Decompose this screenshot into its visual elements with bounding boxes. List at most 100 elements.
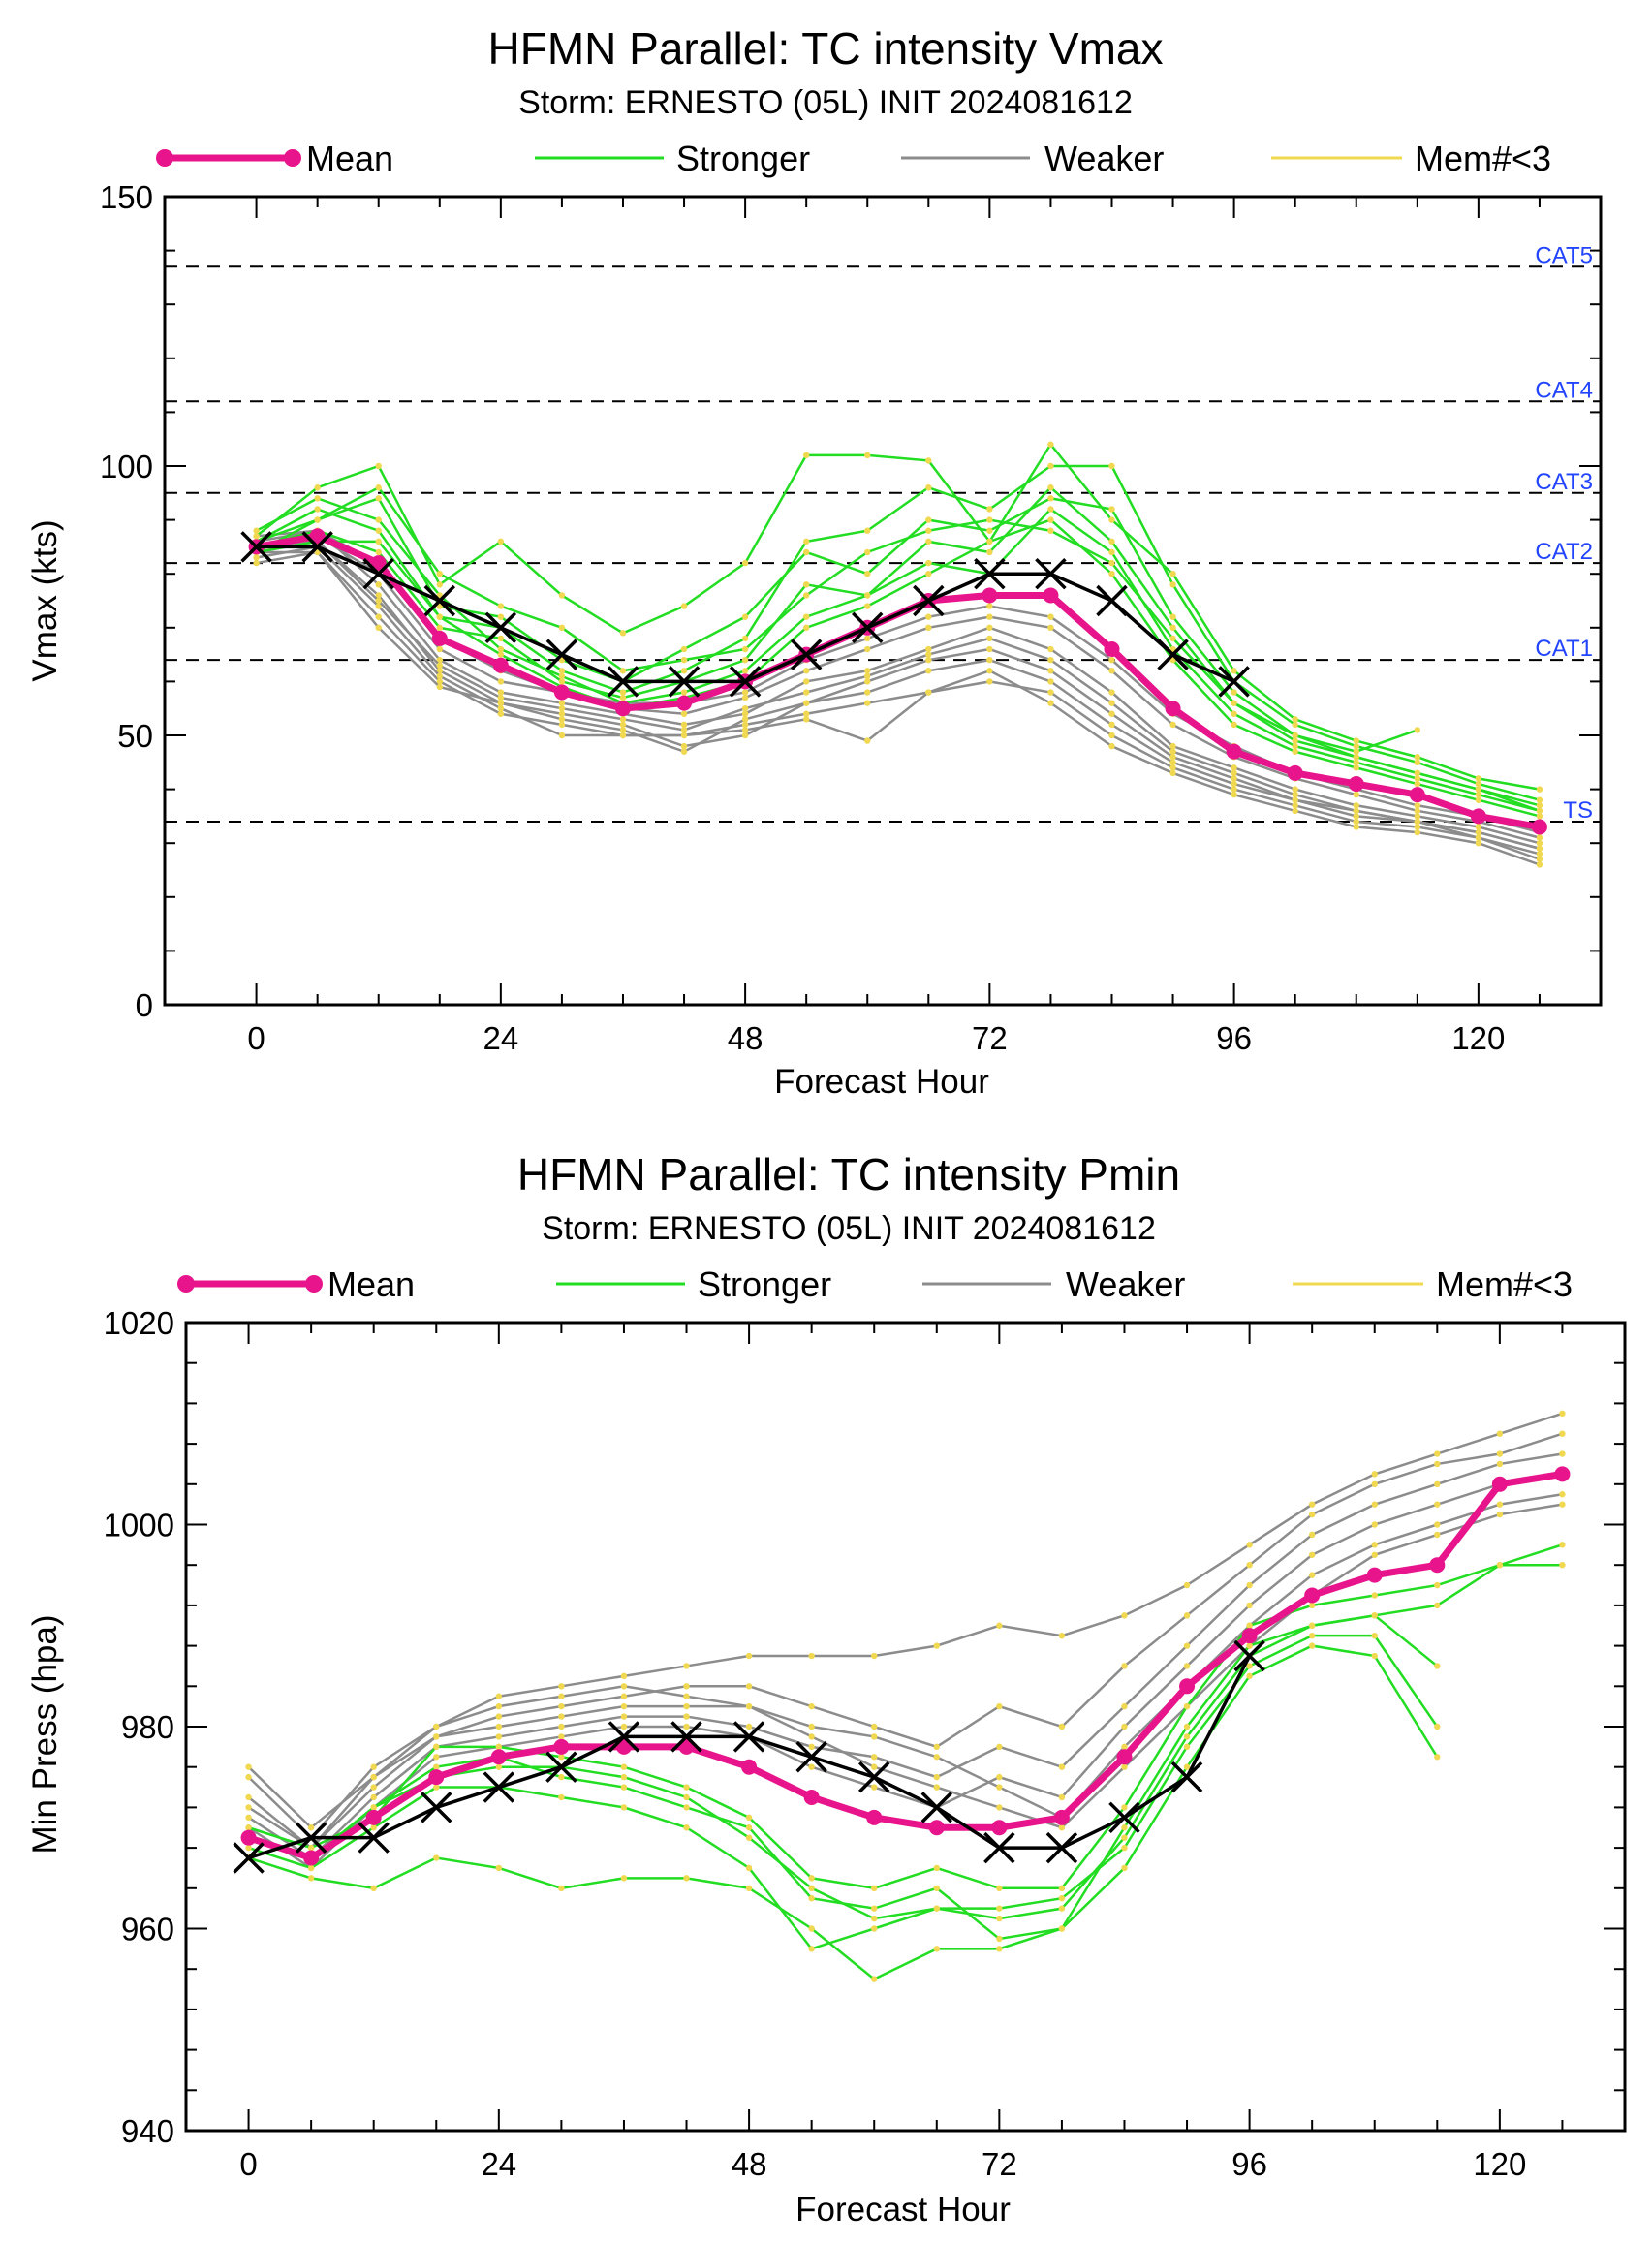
stronger-member-line-point <box>808 1895 815 1902</box>
mean-point <box>1043 587 1059 604</box>
stronger-member-line-point <box>1058 1905 1066 1912</box>
mean-point <box>1104 641 1120 658</box>
stronger-member-line-point <box>1108 506 1115 513</box>
category-label: CAT1 <box>1535 636 1593 662</box>
weaker-member-line-point <box>497 705 505 712</box>
mean-point <box>553 1738 570 1755</box>
stronger-member-line-point <box>558 668 566 674</box>
weaker-member-line-point <box>558 716 566 723</box>
mean-point <box>1554 1466 1571 1482</box>
stronger-member-line-point <box>1121 1864 1128 1872</box>
stronger-member-line-point <box>1121 1824 1128 1831</box>
weaker-member-line-point <box>986 645 993 653</box>
chart-subtitle: Storm: ERNESTO (05L) INIT 2024081612 <box>518 84 1133 121</box>
stronger-member-line-point <box>1536 807 1543 815</box>
stronger-member-line-point <box>558 672 566 680</box>
legend-mem-label: Mem#<3 <box>1436 1264 1573 1304</box>
weaker-member-line-point <box>802 678 810 685</box>
weaker-member-line <box>256 529 1541 845</box>
stronger-member-line-point <box>1353 764 1359 771</box>
weaker-member-line-point <box>986 613 993 620</box>
stronger-member-line-point <box>1231 668 1237 674</box>
weaker-member-line <box>256 540 1541 850</box>
stronger-member-line-point <box>1231 700 1237 706</box>
weaker-member-line-point <box>925 613 932 620</box>
stronger-member-line-point <box>1231 721 1237 729</box>
stronger-member-line-point <box>1434 1602 1441 1609</box>
stronger-member-line-point <box>1047 506 1054 513</box>
weaker-member-line-point <box>802 668 810 674</box>
weaker-member-line-point <box>558 1693 565 1699</box>
official-forecast-marker <box>1233 1639 1265 1672</box>
stronger-member-line-point <box>925 516 932 523</box>
weaker-member-line-point <box>375 603 382 609</box>
weaker-member-line-point <box>370 1763 377 1770</box>
weaker-member-line-point <box>1353 818 1359 826</box>
weaker-member-line-point <box>1559 1491 1566 1498</box>
stronger-member-line-point <box>1246 1663 1253 1669</box>
stronger-member-line-point <box>370 1824 377 1831</box>
weaker-member-line-point <box>864 700 871 706</box>
official-forecast-marker <box>607 666 639 698</box>
stronger-member-line-point <box>1292 732 1298 739</box>
mean-point <box>741 1759 758 1775</box>
weaker-member-line-point <box>375 613 382 620</box>
stronger-member-line-point <box>1496 1562 1504 1569</box>
weaker-member-line-point <box>1058 1763 1066 1770</box>
weaker-member-line-point <box>1434 1480 1441 1488</box>
vmax-chart: HFMN Parallel: TC intensity Vmax Storm: … <box>26 23 1603 1101</box>
weaker-member-line-point <box>1169 721 1176 729</box>
weaker-member-line-point <box>1559 1430 1566 1437</box>
stronger-member-line-point <box>497 651 505 658</box>
weaker-member-line-point <box>433 1723 440 1730</box>
stronger-member-line-point <box>864 592 871 599</box>
stronger-member-line-point <box>1371 1652 1378 1660</box>
stronger-member-line-point <box>1108 559 1115 567</box>
weaker-member-line-point <box>245 1773 252 1781</box>
weaker-member-line-point <box>864 668 871 674</box>
weaker-member-line-point <box>1414 828 1421 836</box>
weaker-member-line-point <box>620 1683 628 1690</box>
official-forecast-marker <box>1096 584 1128 617</box>
weaker-member-line <box>256 550 1541 856</box>
stronger-member-line-point <box>1353 742 1359 750</box>
stronger-member-line-point <box>1536 802 1543 809</box>
weaker-member-line-point <box>1058 1824 1066 1831</box>
weaker-member-line-point <box>1246 1562 1253 1569</box>
weaker-member-line-point <box>1108 668 1115 674</box>
stronger-member-line-point <box>802 592 810 599</box>
weaker-member-line-point <box>802 689 810 696</box>
weaker-member-line-point <box>741 694 749 701</box>
stronger-member-line-point <box>1371 1612 1378 1619</box>
official-forecast-marker <box>358 1822 390 1854</box>
stronger-member-line-point <box>1414 775 1421 782</box>
weaker-member-line-point <box>1047 700 1054 706</box>
stronger-member-line-point <box>1292 748 1298 755</box>
mean-point <box>240 1829 257 1846</box>
weaker-member-line-point <box>1536 834 1543 841</box>
weaker-member-line-point <box>745 1702 753 1710</box>
weaker-member-line-point <box>1434 1460 1441 1468</box>
stronger-member-line-point <box>745 1814 753 1822</box>
legend-weaker-label: Weaker <box>1044 139 1164 178</box>
weaker-member-line-point <box>619 727 627 733</box>
mean-point <box>1165 701 1181 717</box>
weaker-member-line-point <box>436 668 443 674</box>
stronger-member-line-point <box>986 506 993 513</box>
stronger-member-line-point <box>864 452 871 459</box>
weaker-member-line-point <box>1475 828 1482 836</box>
stronger-member-line-point <box>314 506 321 513</box>
weaker-member-line-point <box>1108 700 1115 706</box>
category-label: CAT5 <box>1535 242 1593 268</box>
stronger-member-line-point <box>1353 754 1359 761</box>
stronger-member-line-point <box>1434 1581 1441 1589</box>
weaker-member-line-point <box>1496 1460 1504 1468</box>
weaker-member-line-point <box>1371 1542 1378 1548</box>
weaker-member-line-point <box>1169 759 1176 765</box>
stronger-member-line-point <box>1353 748 1359 755</box>
stronger-member-line-point <box>253 527 260 534</box>
weaker-member-line-point <box>1475 824 1482 830</box>
weaker-member-line-point <box>1047 668 1054 674</box>
stronger-member-line-point <box>620 1784 628 1791</box>
x-axis-label: Forecast Hour <box>795 2191 1011 2228</box>
